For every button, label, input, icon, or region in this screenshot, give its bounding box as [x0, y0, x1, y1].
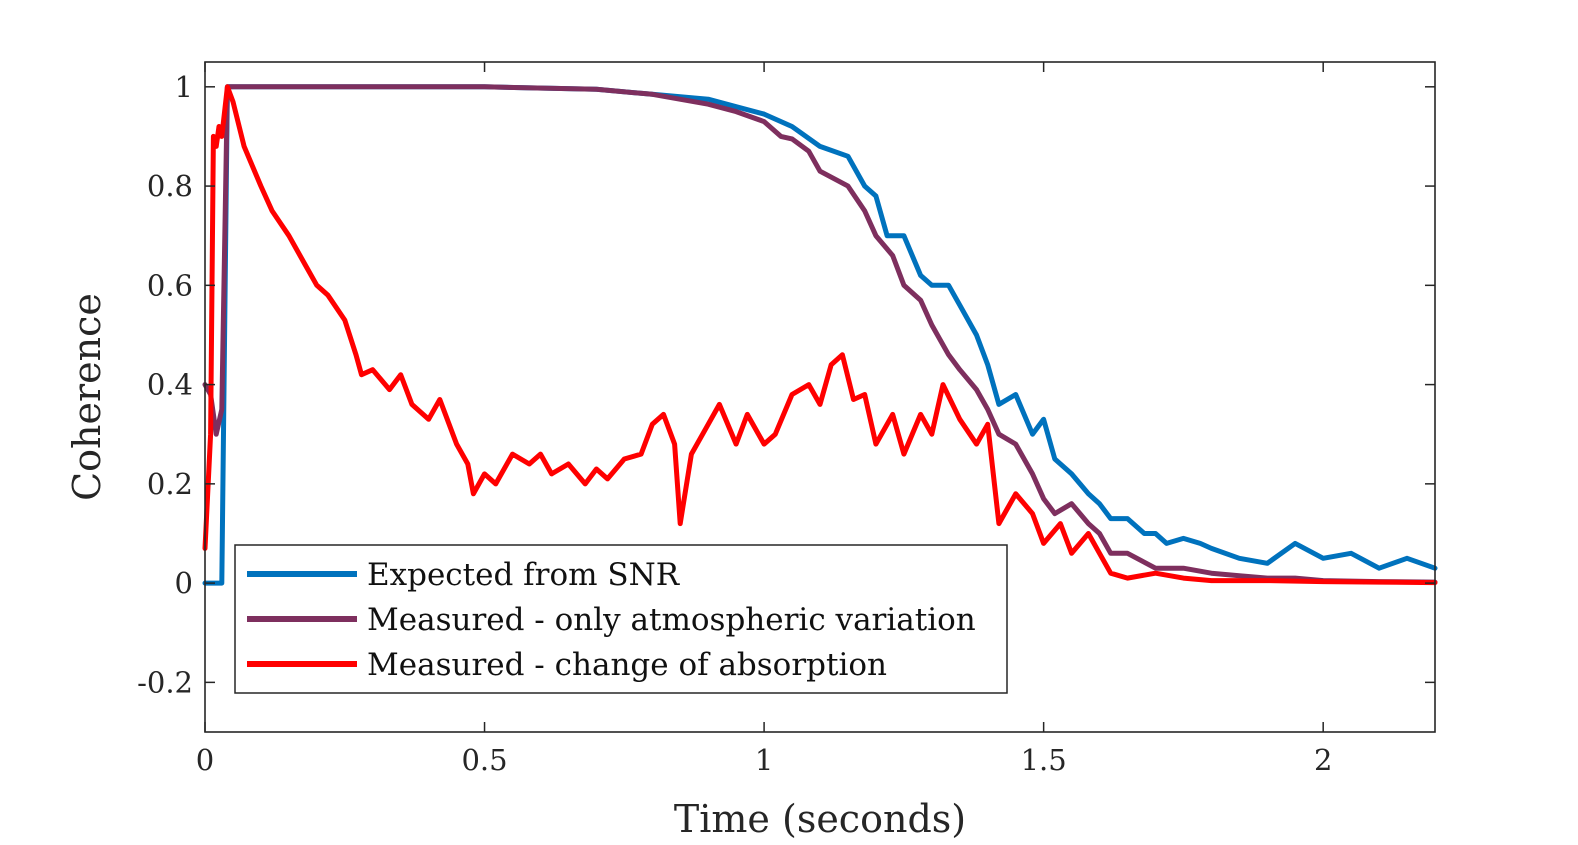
y-tick-label: 0.4: [147, 368, 193, 402]
series-line-2: [202, 84, 1438, 585]
series-line-3: [202, 84, 1438, 586]
legend-label-3: Measured - change of absorption: [367, 647, 887, 683]
legend: Expected from SNR Measured - only atmosph…: [234, 544, 1008, 694]
y-tick-label: 0.8: [147, 169, 193, 203]
y-axis-title: Coherence: [65, 293, 109, 501]
y-tick-label: -0.2: [137, 665, 193, 699]
axes-box: [204, 61, 1436, 733]
series-layer: [202, 84, 1438, 586]
x-tick-label: 1.5: [1021, 743, 1067, 777]
y-tick-label: 1: [175, 70, 193, 104]
x-tick-label: 1: [755, 743, 773, 777]
x-tick-label: 0: [196, 743, 214, 777]
x-tick-label: 2: [1314, 743, 1332, 777]
legend-box: [234, 544, 1008, 694]
y-tick-label: 0.2: [147, 467, 193, 501]
legend-label-2: Measured - only atmospheric variation: [367, 602, 976, 638]
tick-layer: 0 0.5 1 1.5 2 -0.2 0 0.2 0.4 0.6 0.8 1: [137, 62, 1435, 777]
y-tick-label: 0: [175, 566, 193, 600]
y-tick-label: 0.6: [147, 268, 193, 302]
x-tick-label: 0.5: [461, 743, 507, 777]
legend-label-1: Expected from SNR: [367, 557, 681, 593]
series-line-1: [202, 84, 1438, 586]
x-axis-title: Time (seconds): [674, 797, 966, 841]
